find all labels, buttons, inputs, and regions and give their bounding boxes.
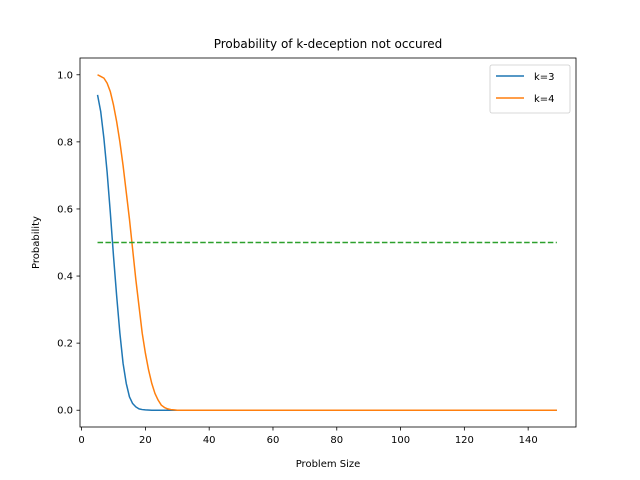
y-tick-label: 0.4 [57, 272, 73, 283]
y-tick-label: 0.6 [57, 204, 73, 215]
x-tick-label: 40 [203, 435, 216, 446]
y-tick-label: 0.8 [57, 137, 73, 148]
y-axis-ticks: 0.0 0.2 0.4 0.6 0.8 1.0 [57, 70, 80, 417]
x-tick-label: 100 [391, 435, 410, 446]
x-tick-label: 140 [519, 435, 538, 446]
series-layer [96, 74, 557, 411]
legend: k=3 k=4 [489, 64, 571, 114]
series-line-k4 [97, 74, 557, 411]
chart-title: Probability of k-deception not occured [214, 37, 443, 51]
x-tick-label: 20 [139, 435, 152, 446]
legend-box [489, 64, 571, 114]
x-tick-label: 80 [330, 435, 343, 446]
x-axis-label: Problem Size [296, 459, 361, 470]
legend-label: k=3 [534, 72, 555, 83]
x-tick-label: 0 [78, 435, 84, 446]
legend-label: k=4 [534, 94, 555, 105]
x-axis-ticks: 0 20 40 60 80 100 120 140 [78, 427, 538, 446]
plot-frame [79, 57, 577, 428]
x-tick-label: 60 [267, 435, 280, 446]
y-tick-label: 0.2 [57, 339, 73, 350]
x-tick-label: 120 [455, 435, 474, 446]
y-tick-label: 0.0 [57, 406, 73, 417]
y-axis-label: Probability [31, 216, 42, 269]
y-tick-label: 1.0 [57, 70, 73, 81]
